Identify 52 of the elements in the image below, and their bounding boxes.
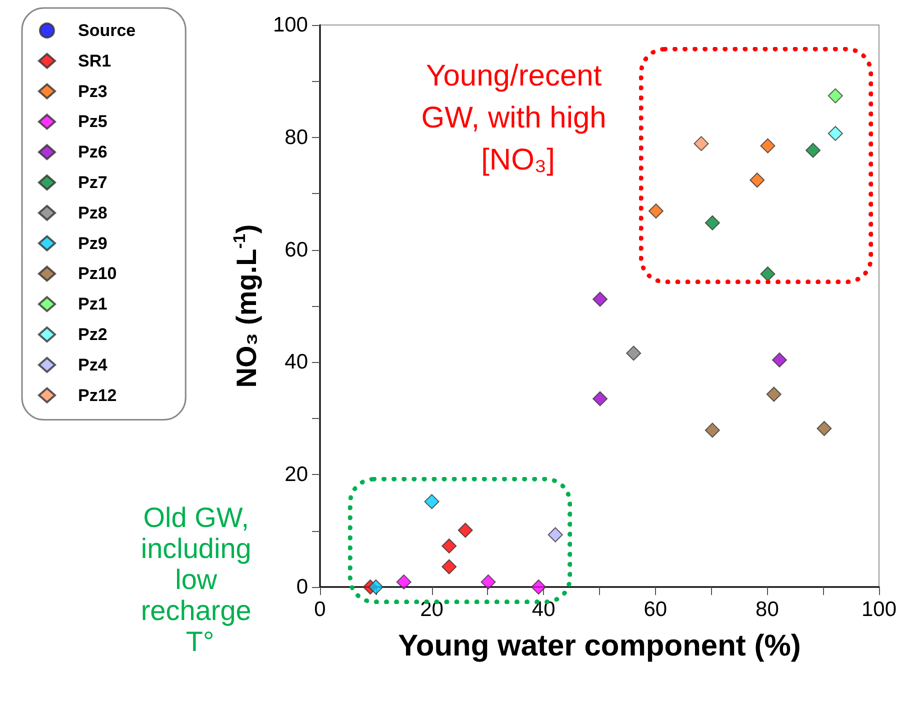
text: Old GW, including low recharge T° <box>140 502 260 657</box>
point <box>531 580 546 594</box>
legend-label: Pz8 <box>78 203 108 222</box>
legend-label: Source <box>78 21 136 40</box>
point <box>806 142 821 158</box>
point <box>592 292 608 307</box>
x-axis-title: Young water component (%) <box>398 630 801 662</box>
legend-label: Pz4 <box>78 355 108 374</box>
legend-label: Pz1 <box>78 294 108 314</box>
point <box>828 126 843 141</box>
y-tick-label: 20 <box>284 463 308 486</box>
x-tick-label: 100 <box>861 598 897 621</box>
point <box>548 527 563 542</box>
point <box>368 580 384 594</box>
y-tick-label: 0 <box>296 576 308 598</box>
x-tick-label: 60 <box>644 598 668 621</box>
legend-label: Pz3 <box>78 82 108 101</box>
point <box>760 266 776 282</box>
legend-label: Pz7 <box>78 173 108 192</box>
point <box>828 88 843 104</box>
point <box>458 522 473 538</box>
y-tick-label: 100 <box>272 14 308 36</box>
point <box>772 352 787 368</box>
y-tick-label: 40 <box>284 350 308 374</box>
x-tick-label: 80 <box>756 598 779 621</box>
point <box>704 422 720 438</box>
point <box>694 136 709 152</box>
point <box>750 172 765 188</box>
y-axis-title: NO₃ (mg.L-1) <box>230 224 262 388</box>
legend-label: Pz10 <box>78 264 117 284</box>
point <box>816 421 832 436</box>
y-tick-label: 60 <box>284 238 308 262</box>
point <box>396 574 412 590</box>
point <box>760 138 776 154</box>
legend-label: Pz5 <box>78 112 108 132</box>
point <box>442 538 457 554</box>
legend-label: Pz2 <box>78 325 108 344</box>
point <box>766 386 782 402</box>
point <box>424 494 440 510</box>
x-tick-label: 0 <box>314 598 326 621</box>
point <box>648 204 664 219</box>
point <box>480 574 496 590</box>
point <box>626 346 642 361</box>
legend-label: SR1 <box>78 51 112 70</box>
point <box>592 391 608 406</box>
legend-label: Pz6 <box>78 142 108 162</box>
y-tick-label: 80 <box>284 126 308 149</box>
point <box>704 215 720 230</box>
annotation: Young/recent GW, with high [NO₃] <box>421 60 615 176</box>
legend-label: Pz9 <box>78 234 108 253</box>
legend-label: Pz12 <box>78 386 117 405</box>
point <box>442 559 457 574</box>
